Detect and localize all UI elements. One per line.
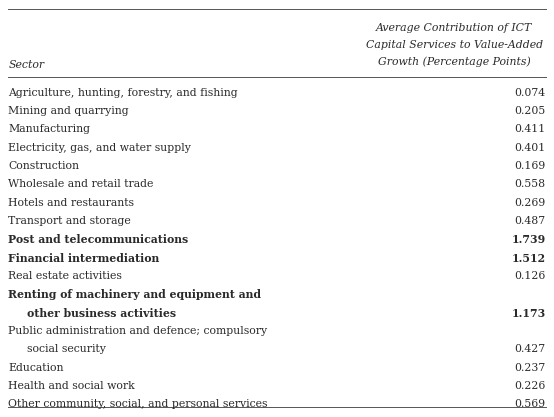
Text: 0.074: 0.074 (515, 88, 546, 98)
Text: 0.169: 0.169 (515, 161, 546, 171)
Text: Hotels and restaurants: Hotels and restaurants (8, 198, 134, 208)
Text: 0.411: 0.411 (515, 124, 546, 134)
Text: 0.487: 0.487 (515, 216, 546, 226)
Text: 0.558: 0.558 (515, 179, 546, 189)
Text: Education: Education (8, 363, 64, 373)
Text: 0.226: 0.226 (514, 381, 546, 391)
Text: Public administration and defence; compulsory: Public administration and defence; compu… (8, 326, 268, 336)
Text: 1.173: 1.173 (511, 308, 546, 319)
Text: Sector: Sector (8, 60, 44, 70)
Text: Other community, social, and personal services: Other community, social, and personal se… (8, 399, 268, 409)
Text: 0.237: 0.237 (515, 363, 546, 373)
Text: Mining and quarrying: Mining and quarrying (8, 106, 129, 116)
Text: 0.401: 0.401 (515, 143, 546, 153)
Text: Growth (Percentage Points): Growth (Percentage Points) (378, 56, 531, 67)
Text: Electricity, gas, and water supply: Electricity, gas, and water supply (8, 143, 191, 153)
Text: Post and telecommunications: Post and telecommunications (8, 234, 188, 245)
Text: Agriculture, hunting, forestry, and fishing: Agriculture, hunting, forestry, and fish… (8, 88, 238, 98)
Text: 0.126: 0.126 (514, 271, 546, 281)
Text: Capital Services to Value-Added: Capital Services to Value-Added (366, 40, 543, 50)
Text: Manufacturing: Manufacturing (8, 124, 90, 134)
Text: Transport and storage: Transport and storage (8, 216, 131, 226)
Text: 0.205: 0.205 (515, 106, 546, 116)
Text: Real estate activities: Real estate activities (8, 271, 122, 281)
Text: Construction: Construction (8, 161, 79, 171)
Text: 1.739: 1.739 (511, 234, 546, 245)
Text: Health and social work: Health and social work (8, 381, 135, 391)
Text: Average Contribution of ICT: Average Contribution of ICT (376, 23, 532, 33)
Text: 0.269: 0.269 (515, 198, 546, 208)
Text: social security: social security (27, 344, 105, 354)
Text: 0.427: 0.427 (515, 344, 546, 354)
Text: 0.569: 0.569 (515, 399, 546, 409)
Text: Renting of machinery and equipment and: Renting of machinery and equipment and (8, 289, 261, 300)
Text: other business activities: other business activities (27, 308, 176, 319)
Text: Wholesale and retail trade: Wholesale and retail trade (8, 179, 153, 189)
Text: Financial intermediation: Financial intermediation (8, 253, 160, 264)
Text: 1.512: 1.512 (511, 253, 546, 264)
